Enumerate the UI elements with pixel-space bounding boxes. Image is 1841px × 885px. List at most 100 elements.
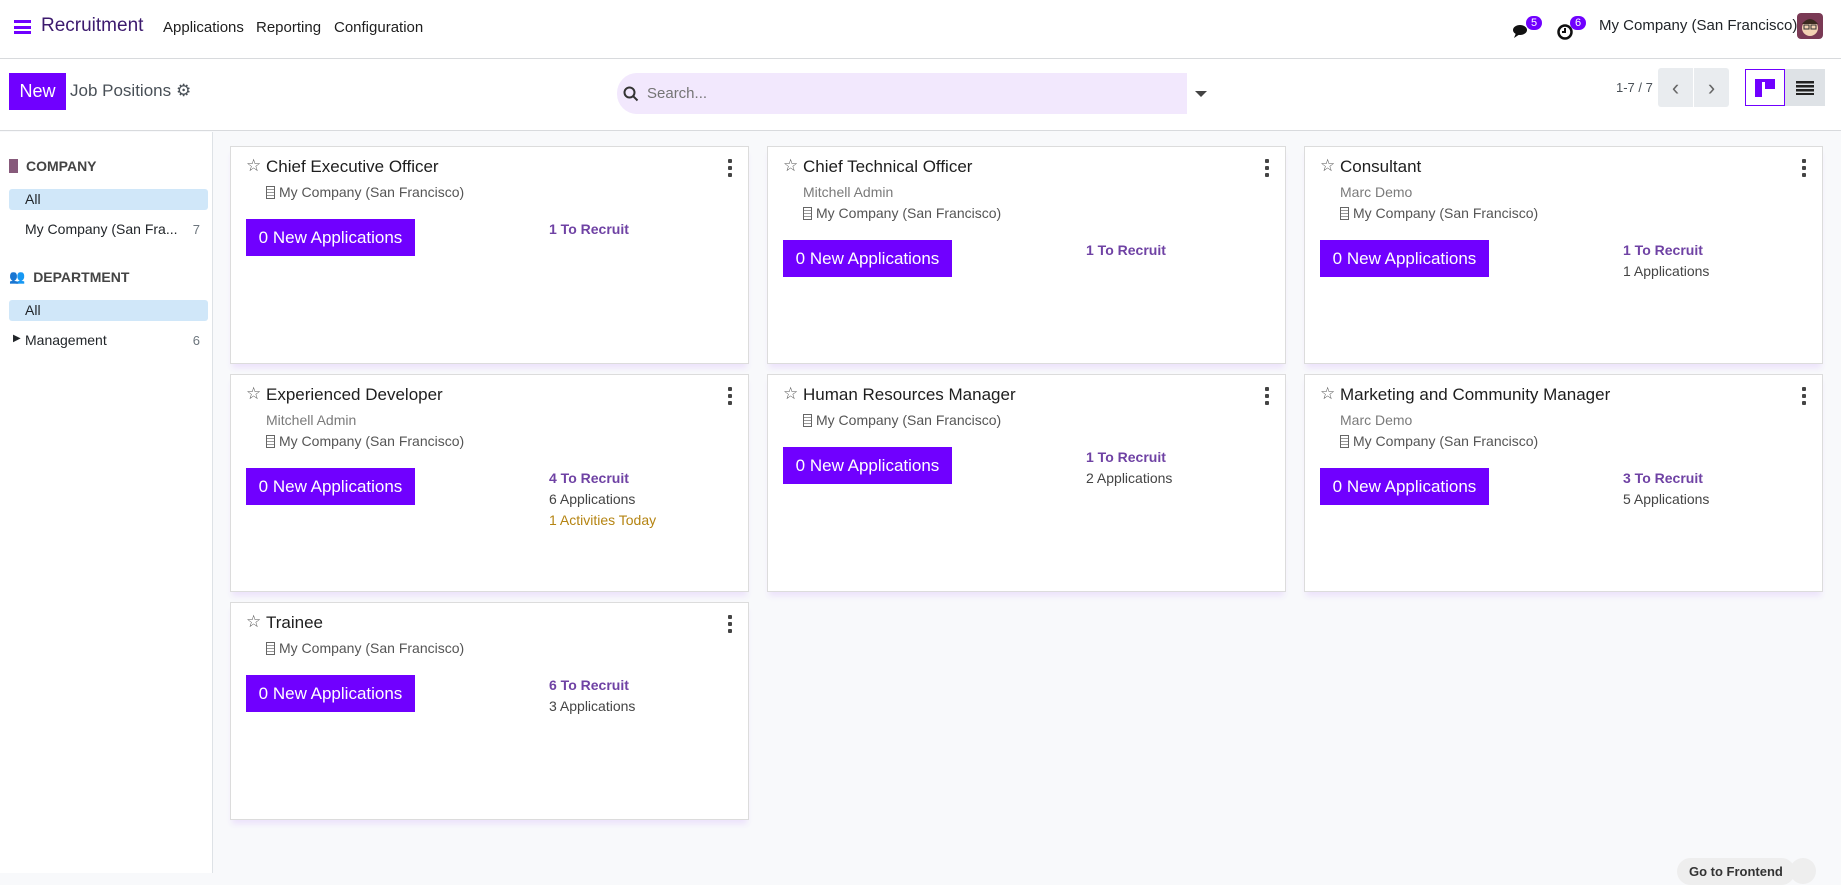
activities-today-link[interactable]: 1 Activities Today <box>549 512 657 528</box>
breadcrumb: Job Positions <box>70 81 172 100</box>
job-stats: 4 To Recruit 6 Applications 1 Activities T… <box>549 468 656 531</box>
company-switcher[interactable]: My Company (San Francisco) <box>1599 17 1798 34</box>
menu-applications[interactable]: Applications <box>163 19 244 36</box>
company-filter-my-company[interactable]: My Company (San Fra... 7 <box>25 221 200 237</box>
job-stats: 1 To Recruit 2 Applications <box>1086 447 1172 489</box>
apps-menu-icon[interactable] <box>14 20 31 34</box>
star-icon[interactable]: ☆ <box>246 156 262 175</box>
search-options-toggle[interactable] <box>1195 91 1207 97</box>
job-card[interactable]: ☆ Trainee My Company (San Francisco) 0 New … <box>230 602 749 820</box>
to-recruit-link[interactable]: 1 To Recruit <box>1086 449 1166 465</box>
building-icon <box>1340 206 1349 220</box>
applications-link[interactable]: 3 Applications <box>549 698 636 714</box>
go-to-frontend-button[interactable]: Go to Frontend <box>1677 858 1795 885</box>
users-icon: 👥 <box>9 269 26 284</box>
to-recruit-link[interactable]: 6 To Recruit <box>549 677 629 693</box>
job-company: My Company (San Francisco) <box>803 205 1001 221</box>
to-recruit-link[interactable]: 1 To Recruit <box>1086 242 1166 258</box>
job-title[interactable]: Experienced Developer <box>266 385 443 404</box>
job-recruiter: Marc Demo <box>1340 412 1413 428</box>
job-recruiter: Marc Demo <box>1340 184 1413 200</box>
more-options-button[interactable] <box>1790 858 1816 884</box>
job-recruiter: Mitchell Admin <box>803 184 894 200</box>
activities-badge: 6 <box>1570 16 1587 30</box>
to-recruit-link[interactable]: 3 To Recruit <box>1623 470 1703 486</box>
messages-button[interactable]: 5 <box>1513 16 1543 40</box>
applications-link[interactable]: 5 Applications <box>1623 491 1710 507</box>
activities-button[interactable]: 6 <box>1557 16 1587 40</box>
applications-link[interactable]: 6 Applications <box>549 491 636 507</box>
applications-link[interactable]: 1 Applications <box>1623 263 1710 279</box>
new-button[interactable]: New <box>9 73 66 110</box>
star-icon[interactable]: ☆ <box>783 384 799 403</box>
job-card[interactable]: ☆ Marketing and Community Manager Marc Dem… <box>1304 374 1823 592</box>
search-input[interactable] <box>647 85 1147 102</box>
job-title[interactable]: Trainee <box>266 613 324 632</box>
pager-previous[interactable]: ‹ <box>1658 68 1693 107</box>
new-applications-button[interactable]: 0 New Applications <box>246 219 415 256</box>
chevron-left-icon: ‹ <box>1671 74 1680 100</box>
department-filter-all[interactable]: All <box>9 300 208 321</box>
department-filter-management[interactable]: ▶ Management 6 <box>13 332 200 348</box>
company-filter-all[interactable]: All <box>9 189 208 210</box>
job-stats: 1 To Recruit <box>549 219 629 240</box>
gear-icon[interactable]: ⚙ <box>176 81 192 100</box>
app-name[interactable]: Recruitment <box>41 15 144 36</box>
caret-right-icon: ▶ <box>13 333 21 344</box>
kebab-menu-icon[interactable] <box>728 159 732 177</box>
kebab-menu-icon[interactable] <box>728 615 732 633</box>
job-stats: 3 To Recruit 5 Applications <box>1623 468 1709 510</box>
job-card[interactable]: ☆ Experienced Developer Mitchell Admin My C… <box>230 374 749 592</box>
to-recruit-link[interactable]: 4 To Recruit <box>549 470 629 486</box>
messages-badge: 5 <box>1526 16 1543 30</box>
building-icon <box>266 641 275 655</box>
job-title[interactable]: Human Resources Manager <box>803 385 1016 404</box>
to-recruit-link[interactable]: 1 To Recruit <box>1623 242 1703 258</box>
job-company: My Company (San Francisco) <box>266 184 464 200</box>
job-company: My Company (San Francisco) <box>266 433 464 449</box>
star-icon[interactable]: ☆ <box>1320 156 1336 175</box>
kanban-view-button[interactable] <box>1745 69 1785 106</box>
pager-next[interactable]: › <box>1694 68 1729 107</box>
kebab-menu-icon[interactable] <box>1802 387 1806 405</box>
job-title[interactable]: Chief Executive Officer <box>266 157 439 176</box>
job-title[interactable]: Consultant <box>1340 157 1422 176</box>
job-card[interactable]: ☆ Chief Technical Officer Mitchell Admin My… <box>767 146 1286 364</box>
applications-link[interactable]: 2 Applications <box>1086 470 1173 486</box>
building-icon <box>9 159 18 173</box>
new-applications-button[interactable]: 0 New Applications <box>246 675 415 712</box>
search-panel: COMPANY All My Company (San Fra... 7 👥 DE… <box>0 132 213 873</box>
kebab-menu-icon[interactable] <box>1265 159 1269 177</box>
job-stats: 6 To Recruit 3 Applications <box>549 675 635 717</box>
building-icon <box>803 206 812 220</box>
star-icon[interactable]: ☆ <box>246 384 262 403</box>
menu-configuration[interactable]: Configuration <box>334 19 424 36</box>
menu-reporting[interactable]: Reporting <box>256 19 322 36</box>
star-icon[interactable]: ☆ <box>1320 384 1336 403</box>
list-view-button[interactable] <box>1785 69 1825 106</box>
kebab-menu-icon[interactable] <box>1802 159 1806 177</box>
building-icon <box>803 413 812 427</box>
pager-value[interactable]: 1-7 / 7 <box>1616 80 1653 95</box>
kanban-icon <box>1755 78 1775 97</box>
company-section-header: COMPANY <box>9 158 97 174</box>
job-title[interactable]: Chief Technical Officer <box>803 157 973 176</box>
job-card[interactable]: ☆ Chief Executive Officer My Company (San … <box>230 146 749 364</box>
star-icon[interactable]: ☆ <box>246 612 262 631</box>
new-applications-button[interactable]: 0 New Applications <box>246 468 415 505</box>
chevron-right-icon: › <box>1707 74 1716 100</box>
job-card[interactable]: ☆ Consultant Marc Demo My Company (San Fran… <box>1304 146 1823 364</box>
user-avatar[interactable] <box>1797 13 1823 39</box>
kebab-menu-icon[interactable] <box>728 387 732 405</box>
building-icon <box>266 185 275 199</box>
new-applications-button[interactable]: 0 New Applications <box>1320 240 1489 277</box>
star-icon[interactable]: ☆ <box>783 156 799 175</box>
to-recruit-link[interactable]: 1 To Recruit <box>549 221 629 237</box>
kebab-menu-icon[interactable] <box>1265 387 1269 405</box>
new-applications-button[interactable]: 0 New Applications <box>1320 468 1489 505</box>
job-card[interactable]: ☆ Human Resources Manager My Company (San … <box>767 374 1286 592</box>
new-applications-button[interactable]: 0 New Applications <box>783 240 952 277</box>
job-title[interactable]: Marketing and Community Manager <box>1340 385 1611 404</box>
search-icon <box>623 86 639 101</box>
new-applications-button[interactable]: 0 New Applications <box>783 447 952 484</box>
